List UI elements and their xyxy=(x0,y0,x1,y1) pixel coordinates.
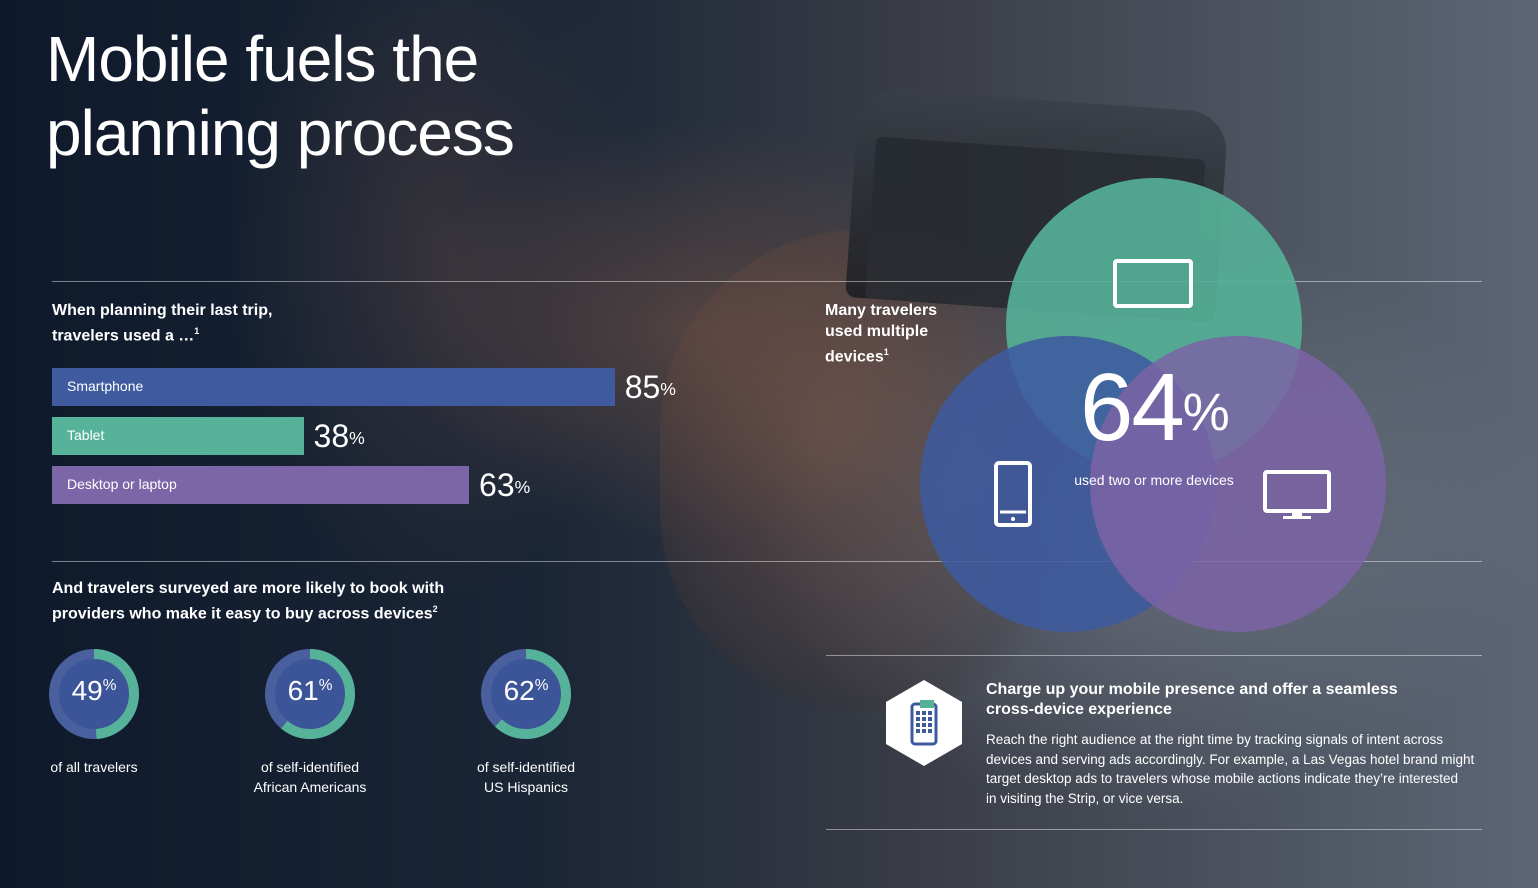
bar-desktop-or-laptop: Desktop or laptop xyxy=(52,466,470,504)
divider-middle xyxy=(52,561,1482,562)
donut-chart: 49% xyxy=(47,647,141,741)
donut-chart: 62% xyxy=(479,647,573,741)
donut-caption: of self-identified US Hispanics xyxy=(476,759,576,795)
bar-label: Smartphone xyxy=(67,378,144,394)
divider-top xyxy=(52,281,1482,282)
bar-value-label: 85% xyxy=(624,369,676,405)
callout-body: Reach the right audience at the right ti… xyxy=(986,732,1475,806)
venn-caption: used two or more devices xyxy=(1074,472,1234,488)
donut-chart: 61% xyxy=(263,647,357,741)
bar-value-label: 38% xyxy=(313,418,365,454)
donut-value-label: 49% xyxy=(71,675,117,706)
bar-smartphone: Smartphone xyxy=(52,368,615,406)
bar-tablet: Tablet xyxy=(52,417,304,455)
donut-arc xyxy=(265,649,355,739)
title-line-1: Mobile fuels the xyxy=(46,23,479,95)
title-line-2: planning process xyxy=(46,97,515,169)
bar-label: Desktop or laptop xyxy=(67,476,177,492)
donut-caption: of self-identified African Americans xyxy=(253,759,367,795)
devices-venn-diagram xyxy=(920,178,1386,632)
bar-value-label: 63% xyxy=(479,467,531,503)
divider-callout-top xyxy=(826,655,1482,656)
tablet-icon xyxy=(1113,259,1193,308)
donut-caption: of all travelers xyxy=(50,759,138,775)
donut-arc xyxy=(49,649,139,739)
divider-callout-bottom xyxy=(826,829,1482,830)
desktop-monitor-icon xyxy=(1263,470,1331,519)
smartphone-icon xyxy=(994,461,1032,527)
donut-center xyxy=(486,654,566,734)
page-title: Mobile fuels the planning process xyxy=(46,22,606,170)
rings-heading: And travelers surveyed are more likely t… xyxy=(52,580,445,623)
donut-center xyxy=(54,654,134,734)
bars-heading: When planning their last trip, travelers… xyxy=(52,302,273,345)
donut-center xyxy=(270,654,350,734)
bar-label: Tablet xyxy=(67,427,105,443)
mobile-apps-icon xyxy=(886,680,962,766)
callout-title: Charge up your mobile presence and offer… xyxy=(986,681,1398,718)
venn-heading: Many travelers used multiple devices1 xyxy=(825,302,938,366)
donut-value-label: 62% xyxy=(503,675,549,706)
donut-arc xyxy=(481,649,571,739)
venn-percentage: 64% xyxy=(1080,354,1230,461)
venn-circle-desktop xyxy=(1090,336,1386,632)
donut-value-label: 61% xyxy=(287,675,333,706)
